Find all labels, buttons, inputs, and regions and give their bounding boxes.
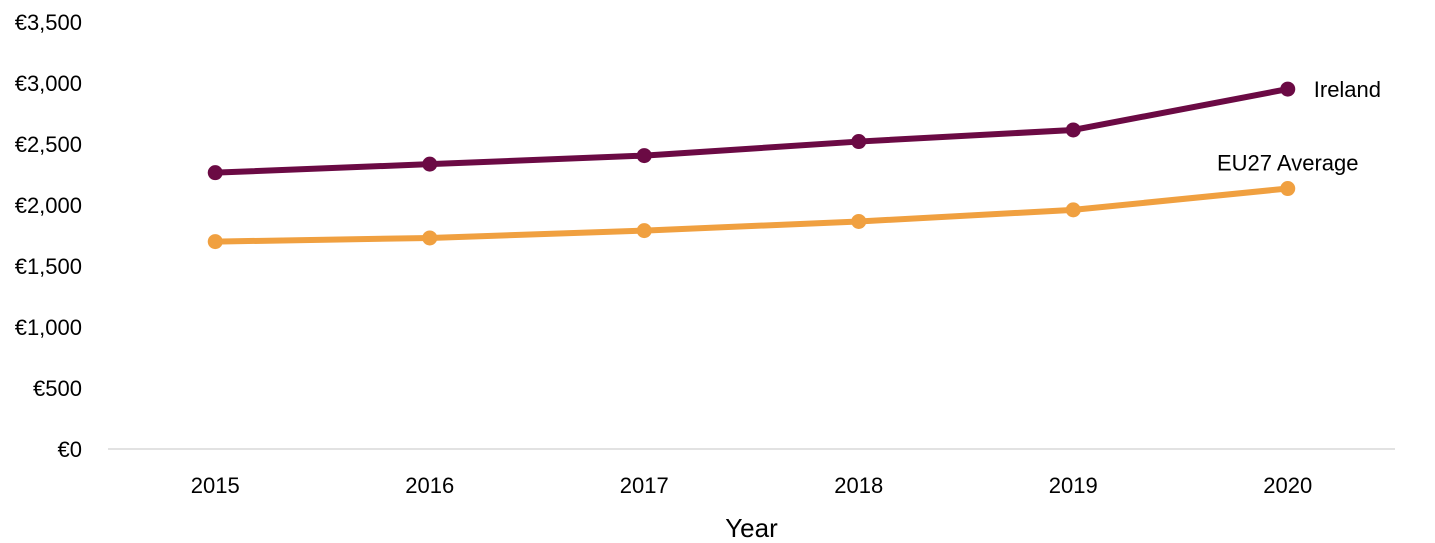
y-tick-label: €2,000 xyxy=(15,193,82,218)
data-point xyxy=(207,234,223,250)
x-axis-title: Year xyxy=(725,513,778,543)
series-label: Ireland xyxy=(1314,77,1381,102)
x-tick-label: 2019 xyxy=(1049,473,1098,498)
data-point xyxy=(1065,122,1081,138)
data-point xyxy=(851,213,867,229)
x-axis-ticks: 2015 2016 2017 2018 2019 2020 xyxy=(191,473,1312,498)
series-layer: Ireland EU27 Average xyxy=(207,77,1381,250)
y-tick-label: €1,500 xyxy=(15,254,82,279)
data-point xyxy=(636,148,652,164)
y-tick-label: €2,500 xyxy=(15,132,82,157)
series-line xyxy=(212,86,1291,176)
series-1: Ireland xyxy=(207,77,1381,181)
y-axis-ticks: €0 €500 €1,000 €1,500 €2,000 €2,500 €3,000 €3,5… xyxy=(15,10,82,462)
series-label: EU27 Average xyxy=(1217,151,1358,176)
y-tick-label: €3,000 xyxy=(15,71,82,96)
series-2: EU27 Average xyxy=(207,151,1358,250)
series-line xyxy=(212,185,1291,245)
data-point xyxy=(207,165,223,181)
data-point xyxy=(422,156,438,172)
y-tick-label: €3,500 xyxy=(15,10,82,35)
x-tick-label: 2018 xyxy=(834,473,883,498)
y-tick-label: €500 xyxy=(33,376,82,401)
y-tick-label: €1,000 xyxy=(15,315,82,340)
data-point xyxy=(1280,81,1296,97)
data-point xyxy=(636,223,652,239)
x-tick-label: 2015 xyxy=(191,473,240,498)
data-point xyxy=(422,230,438,246)
x-tick-label: 2017 xyxy=(620,473,669,498)
data-point xyxy=(1065,202,1081,218)
y-tick-label: €0 xyxy=(58,437,82,462)
x-tick-label: 2020 xyxy=(1263,473,1312,498)
data-point xyxy=(851,134,867,150)
data-point xyxy=(1280,181,1296,197)
x-tick-label: 2016 xyxy=(405,473,454,498)
